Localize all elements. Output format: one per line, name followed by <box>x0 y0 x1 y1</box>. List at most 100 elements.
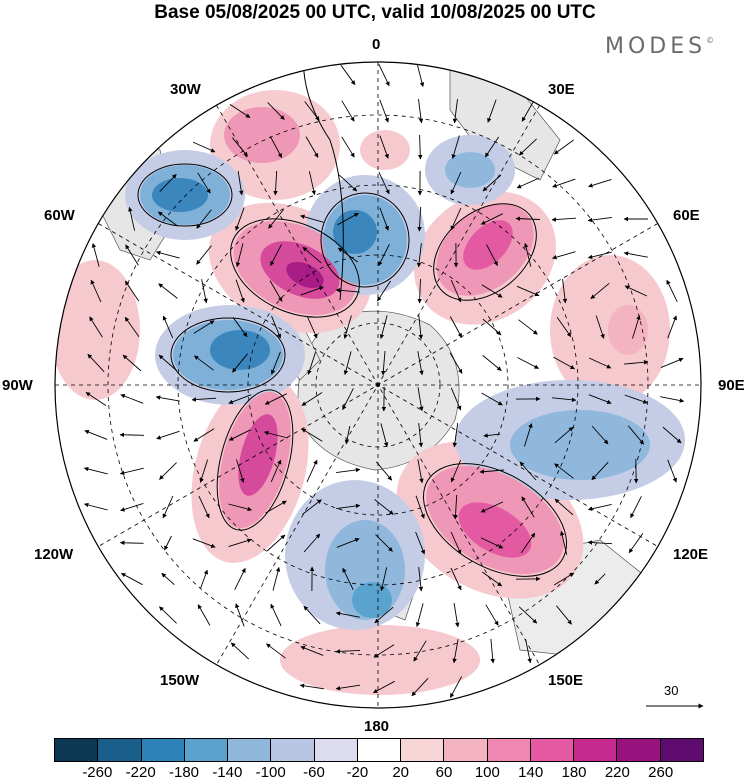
lon-label-30e: 30E <box>548 81 575 98</box>
wind-vector <box>480 213 503 225</box>
wind-vector <box>119 467 144 476</box>
wind-vector <box>416 63 425 88</box>
wind-vector <box>377 280 391 302</box>
wind-vector <box>380 423 389 448</box>
colorbar-segment <box>227 739 271 761</box>
wind-vector <box>450 279 462 303</box>
wind-vector <box>486 244 498 266</box>
anomaly-pos-strong <box>458 502 532 558</box>
wind-vector <box>483 433 501 438</box>
colorbar-tick-label: -20 <box>346 764 369 781</box>
wind-vector <box>627 425 645 445</box>
field-layer <box>55 62 701 708</box>
wind-vector <box>518 138 538 156</box>
wind-vector <box>124 280 140 302</box>
colorbar-tick-label: 20 <box>392 764 409 781</box>
wind-vector <box>452 639 459 664</box>
wind-vector <box>157 211 178 227</box>
wind-vector <box>554 463 574 479</box>
wind-vector <box>588 178 612 188</box>
colorbar-tick-label: -60 <box>303 764 325 781</box>
wind-vector <box>193 428 215 442</box>
wind-vector <box>299 683 324 690</box>
colorbar-tick-label: -100 <box>255 764 286 781</box>
anomaly-neg-strong <box>352 582 392 618</box>
wind-vector <box>481 392 503 406</box>
wind-vector <box>450 171 462 195</box>
colorbar-segment <box>529 739 574 761</box>
anomaly-neg-strong <box>333 210 377 254</box>
wind-vector <box>336 467 361 474</box>
wind-vector <box>164 535 172 551</box>
wind-vector <box>519 461 537 481</box>
lon-label-150w: 150W <box>160 672 200 689</box>
polar-map <box>54 61 704 709</box>
wind-vector <box>523 242 532 267</box>
wind-vector <box>480 537 504 549</box>
wind-vector <box>411 677 429 697</box>
wind-vector <box>588 394 612 404</box>
colorbar-tick-label: 260 <box>648 764 674 781</box>
colorbar-segment <box>659 739 703 761</box>
wind-vector <box>418 567 424 592</box>
wind-vector <box>271 315 282 339</box>
wind-vector <box>301 392 323 406</box>
wind-vector <box>235 603 245 627</box>
wind-vector <box>482 355 502 371</box>
wind-vector <box>378 64 390 87</box>
colorbar-segment <box>270 739 314 761</box>
colorbar-tick-label: -260 <box>82 764 113 781</box>
lon-label-30w: 30W <box>170 81 201 98</box>
wind-vector <box>120 394 144 404</box>
colorbar-tick-label: 100 <box>474 764 500 781</box>
reference-vector-label: 30 <box>664 683 679 698</box>
colorbar <box>54 738 704 762</box>
wind-vector <box>194 355 214 371</box>
brand-logo: MODES© <box>605 34 714 59</box>
colorbar-segment <box>183 739 228 761</box>
wind-vector <box>270 459 282 483</box>
lon-label-150e: 150E <box>548 672 584 689</box>
wind-vector <box>232 353 248 373</box>
wind-vector <box>551 217 577 222</box>
lon-label-90e: 90E <box>718 377 745 394</box>
colorbar-segment <box>313 739 357 761</box>
colorbar-tick-labels: -260 -220 -180 -140 -100 -60 -20 20 60 100 140 180 2… <box>0 764 750 782</box>
wind-vector <box>235 243 244 268</box>
wind-vector <box>479 469 505 474</box>
wind-vector <box>230 642 250 660</box>
wind-vector <box>487 99 497 123</box>
wind-vector <box>122 354 142 372</box>
wind-vector <box>83 502 108 511</box>
colorbar-segment <box>573 739 617 761</box>
wind-vector <box>416 243 422 268</box>
wind-vector <box>192 141 216 153</box>
wind-vector <box>306 459 318 483</box>
lon-label-60e: 60E <box>673 207 700 224</box>
wind-vector <box>119 432 145 438</box>
wind-vector <box>520 532 536 554</box>
colorbar-tick-label: 140 <box>518 764 544 781</box>
wind-vector <box>198 495 210 519</box>
wind-vector <box>525 639 532 664</box>
wind-vector <box>373 680 395 694</box>
wind-vector <box>417 459 424 484</box>
wind-vector <box>268 209 284 229</box>
wind-vector <box>196 245 212 265</box>
wind-vector <box>87 353 105 373</box>
wind-vector <box>235 207 245 231</box>
wind-vector <box>264 393 287 405</box>
wind-vector <box>304 101 320 121</box>
wind-vector <box>556 605 572 625</box>
wind-vector <box>587 540 613 545</box>
wind-vector <box>453 494 458 520</box>
wind-vector <box>341 100 355 122</box>
wind-vector <box>197 604 211 626</box>
wind-vector <box>662 426 682 444</box>
colorbar-tick-label: -180 <box>168 764 200 781</box>
wind-vector <box>481 284 503 298</box>
wind-vector <box>556 316 572 338</box>
wind-vector <box>307 351 317 375</box>
wind-vector <box>119 540 144 546</box>
wind-vector <box>521 496 535 518</box>
